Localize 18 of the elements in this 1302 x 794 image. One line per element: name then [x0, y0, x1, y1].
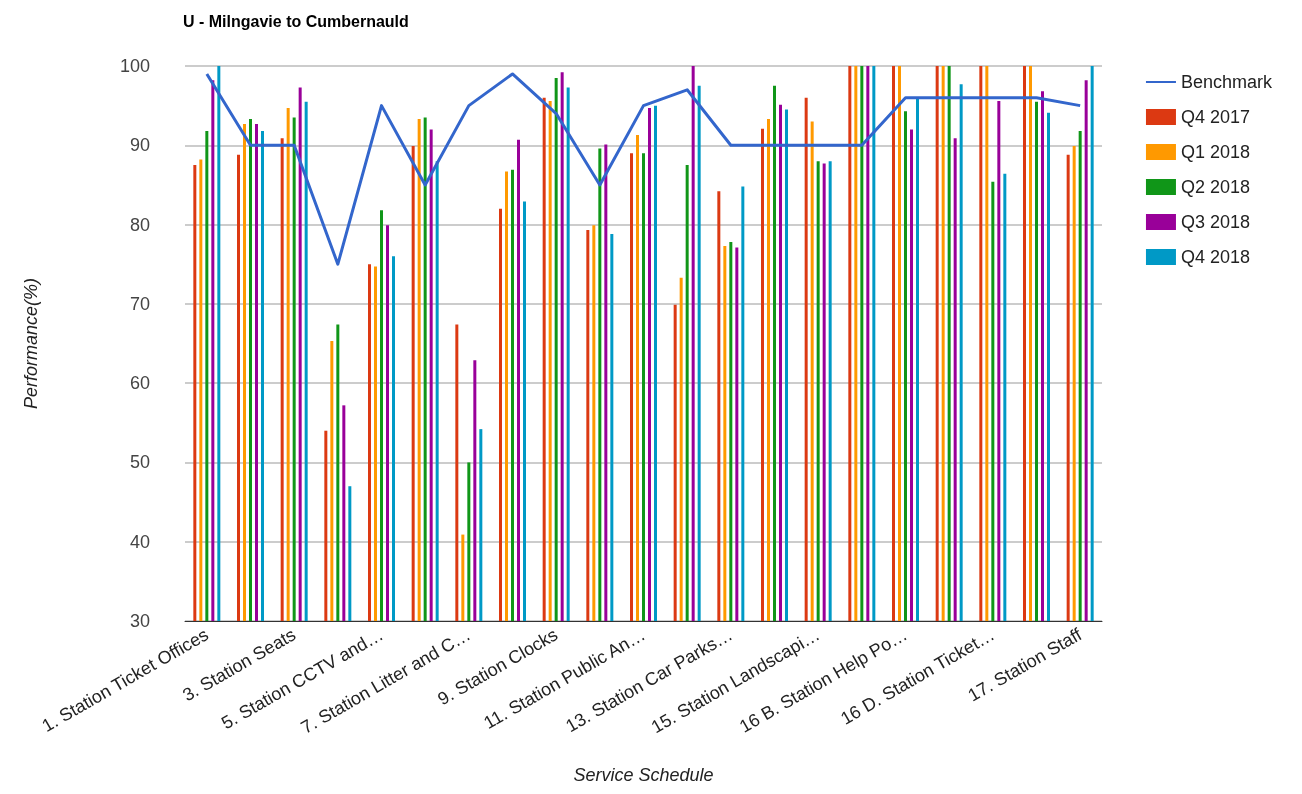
y-tick-label: 50 [129, 452, 150, 473]
x-axis-title: Service Schedule [573, 765, 714, 785]
y-tick-label: 80 [129, 214, 150, 235]
y-axis-title: Performance(%) [21, 277, 41, 410]
legend-label: Benchmark [1180, 72, 1273, 92]
legend-label: Q4 2018 [1180, 247, 1251, 267]
legend-label: Q2 2018 [1180, 177, 1251, 197]
y-tick-label: 70 [129, 293, 150, 314]
y-tick-label: 100 [119, 56, 150, 76]
legend-label: Q3 2018 [1180, 212, 1251, 232]
legend-label: Q1 2018 [1180, 142, 1251, 162]
y-tick-label: 40 [129, 531, 150, 552]
y-tick-label: 30 [129, 611, 150, 631]
legend-label: Q4 2017 [1180, 107, 1251, 127]
chart-title: U - Milngavie to Cumbernauld [183, 12, 409, 30]
y-tick-label: 60 [129, 373, 150, 394]
line-series [205, 72, 1082, 266]
y-tick-label: 90 [129, 135, 150, 156]
